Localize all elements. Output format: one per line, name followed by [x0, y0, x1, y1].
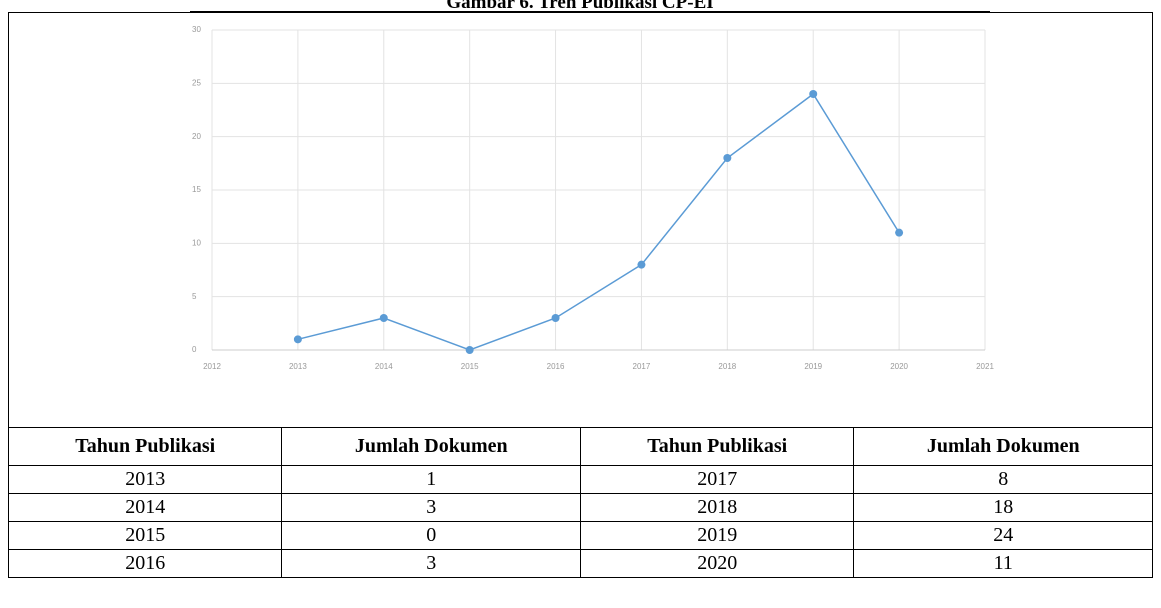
- table-row: 2016 3 2020 11: [7, 549, 1153, 578]
- data-point: [895, 228, 904, 237]
- table-cell: 8: [853, 465, 1153, 494]
- x-tick-label: 2018: [718, 362, 736, 371]
- data-point: [637, 260, 646, 269]
- y-tick-label: 15: [192, 185, 201, 194]
- header-cell: Jumlah Dokumen: [281, 427, 581, 466]
- table-cell: 3: [281, 493, 581, 522]
- table-cell: 3: [281, 549, 581, 578]
- data-point: [723, 154, 732, 162]
- y-tick-label: 25: [192, 78, 201, 87]
- data-point: [551, 314, 560, 322]
- table-cell: 2013: [7, 465, 283, 494]
- table-cell: 2019: [579, 521, 855, 550]
- table-cell: 2016: [7, 549, 283, 578]
- y-tick-label: 10: [192, 238, 201, 247]
- header-cell: Jumlah Dokumen: [853, 427, 1153, 466]
- data-point: [465, 346, 474, 354]
- x-tick-label: 2013: [289, 362, 307, 371]
- table-cell: 1: [281, 465, 581, 494]
- table-cell: 18: [853, 493, 1153, 522]
- x-tick-label: 2014: [375, 362, 393, 371]
- table-cell: 11: [853, 549, 1153, 578]
- table-row: 2015 0 2019 24: [7, 521, 1153, 550]
- data-point: [379, 314, 388, 322]
- y-tick-label: 5: [192, 292, 197, 301]
- data-table: Tahun Publikasi Jumlah Dokumen Tahun Publi…: [7, 427, 1153, 578]
- table-cell: 0: [281, 521, 581, 550]
- x-tick-label: 2017: [633, 362, 651, 371]
- data-point: [809, 90, 818, 98]
- x-tick-label: 2020: [890, 362, 908, 371]
- y-tick-label: 20: [192, 132, 201, 141]
- x-tick-label: 2021: [976, 362, 994, 371]
- header-cell: Tahun Publikasi: [579, 427, 855, 466]
- table-cell: 2015: [7, 521, 283, 550]
- table-cell: 2017: [579, 465, 855, 494]
- x-tick-label: 2015: [461, 362, 479, 371]
- data-line: [297, 92, 900, 351]
- figure-title: Gambar 6. Tren Publikasi CP-EI: [446, 0, 713, 13]
- table-cell: 24: [853, 521, 1153, 550]
- x-tick-label: 2016: [547, 362, 565, 371]
- data-point: [293, 335, 302, 344]
- table-cell: 2014: [7, 493, 283, 522]
- y-tick-label: 0: [192, 345, 197, 354]
- header-cell: Tahun Publikasi: [7, 427, 283, 466]
- chart-area: Gambar 6. Tren Publikasi CP-EI 051015202…: [8, 0, 1153, 428]
- x-tick-label: 2019: [804, 362, 822, 371]
- table-cell: 2020: [579, 549, 855, 578]
- x-tick-label: 2012: [203, 362, 221, 371]
- table-row: 2013 1 2017 8: [7, 465, 1153, 494]
- table-row: 2014 3 2018 18: [7, 493, 1153, 522]
- table-cell: 2018: [579, 493, 855, 522]
- header-row: Tahun Publikasi Jumlah Dokumen Tahun Publi…: [7, 427, 1153, 466]
- y-tick-label: 30: [192, 25, 201, 34]
